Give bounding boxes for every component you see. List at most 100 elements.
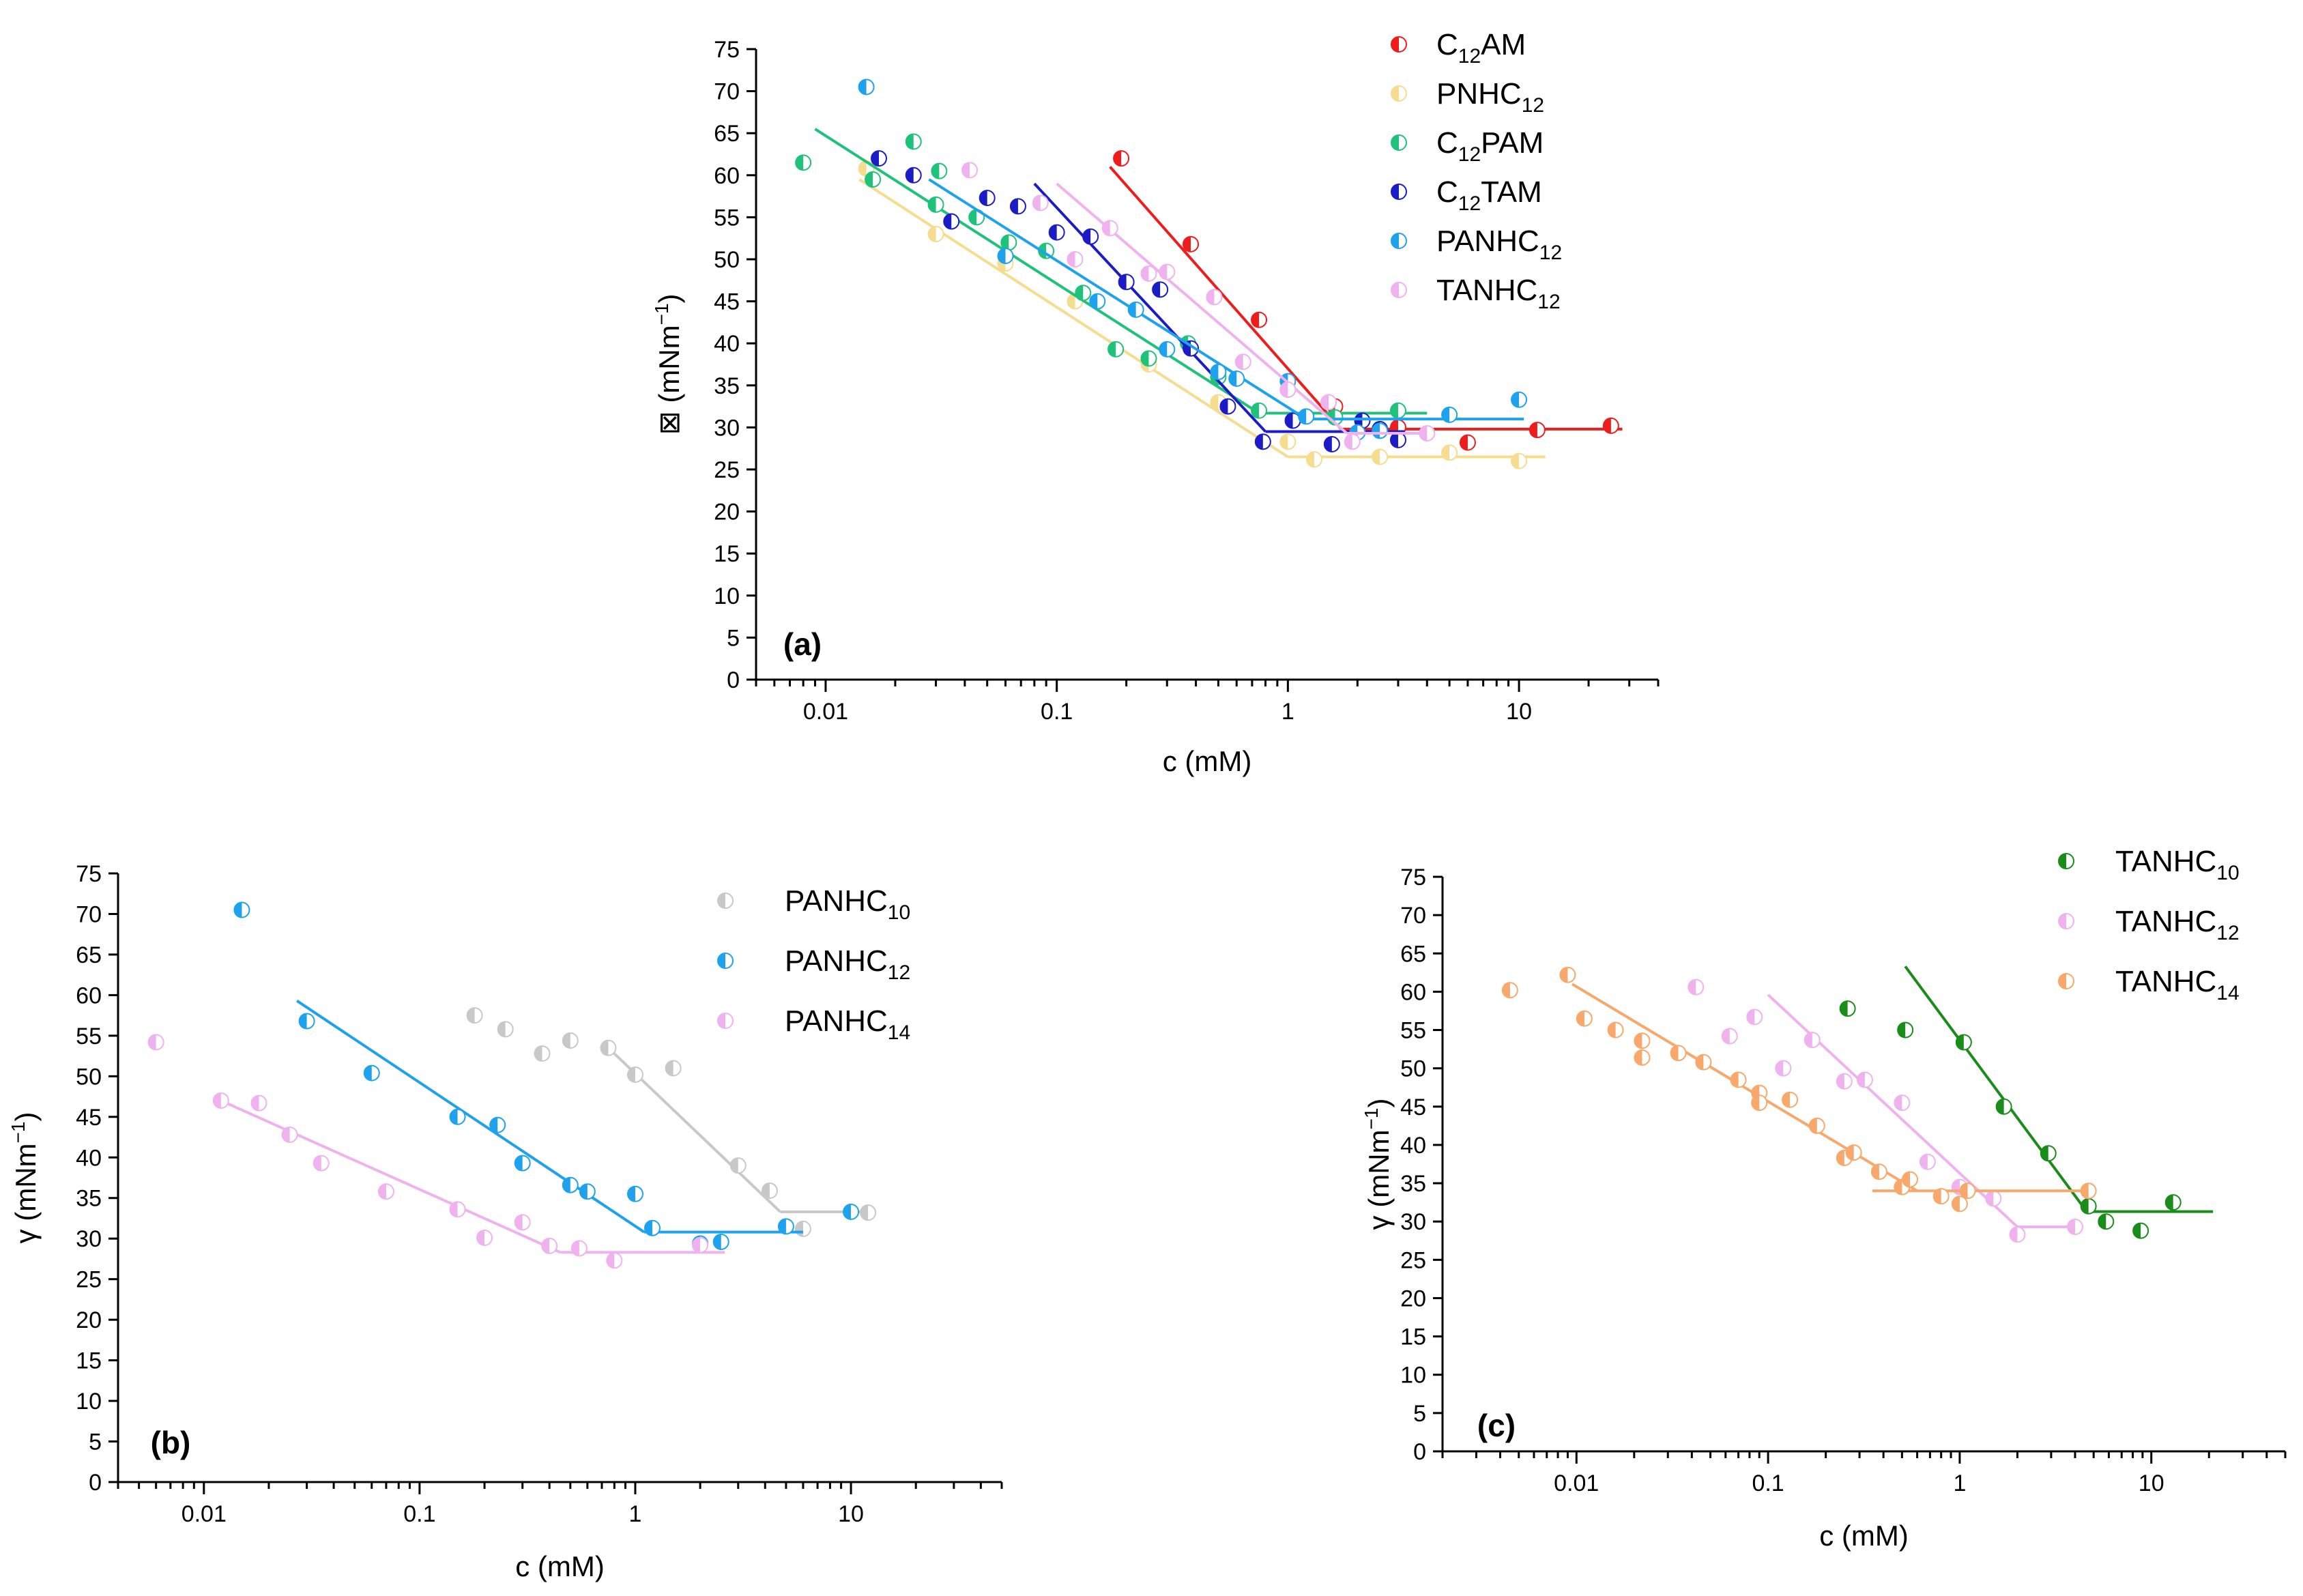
y-tick-label: 60 [714,163,740,189]
data-point [1576,1010,1593,1027]
marker-half [730,1158,738,1174]
marker-half [860,1205,869,1221]
y-tick-label: 75 [76,861,102,887]
data-point [1419,425,1436,442]
marker-half [928,227,936,242]
panel-label: (a) [783,626,822,662]
data-point [514,1155,531,1172]
legend-marker-half [2059,974,2066,989]
data-point [665,1060,682,1077]
data-point [1107,340,1125,358]
data-point [1901,1171,1918,1188]
data-point [2066,1219,2083,1236]
data-point [1323,436,1340,453]
data-point [1159,340,1176,358]
data-point [943,213,960,230]
legend-marker-half [718,1013,725,1028]
data-point [927,196,944,213]
marker-half [1390,432,1398,448]
y-tick-label: 50 [1400,1056,1426,1082]
data-point [905,133,922,150]
fit-line [814,128,1260,415]
legend-marker-half [2059,914,2066,929]
marker-half [1372,449,1380,465]
data-point [562,1032,579,1049]
data-point [1670,1045,1687,1062]
legend-label: TANHC14 [2115,965,2240,1004]
data-point [1234,353,1251,371]
data-point [1140,265,1157,282]
marker-half [534,1046,542,1062]
data-point [1634,1032,1651,1049]
data-point [794,1220,811,1237]
marker-half [1159,264,1168,280]
marker-half [693,1237,701,1253]
legend-label: PANHC14 [785,1004,910,1044]
marker-half [1001,235,1009,250]
data-point [1372,422,1389,439]
marker-half [1560,967,1568,983]
marker-half [1220,398,1228,414]
data-point [1048,224,1065,241]
y-tick-label: 15 [76,1348,102,1374]
marker-half [858,160,867,176]
data-point [2040,1145,2057,1162]
legend-label: TANHC12 [2115,905,2240,944]
legend-entry: PANHC14 [717,1004,910,1044]
y-tick-label: 60 [76,983,102,1009]
data-point [1067,251,1084,267]
marker-half [1782,1092,1791,1107]
marker-half [1083,229,1091,244]
y-tick-label: 50 [76,1064,102,1090]
y-tick-label: 65 [714,121,740,147]
y-tick-label: 55 [76,1024,102,1049]
data-point [1559,966,1576,983]
marker-half [1902,1172,1910,1187]
data-point [562,1176,579,1193]
data-point [871,150,888,167]
y-tick-label: 35 [76,1186,102,1212]
y-tick-label: 20 [714,499,740,525]
marker-half [931,163,940,179]
data-point [1870,1163,1887,1180]
y-tick-label: 5 [89,1430,102,1455]
y-tick-label: 15 [714,541,740,567]
legend-marker-half [1391,86,1399,101]
marker-half [1285,413,1293,429]
data-point [2009,1226,2026,1243]
marker-half [1511,453,1520,469]
data-point [2132,1222,2149,1239]
y-tick-label: 40 [714,331,740,357]
data-point [1634,1049,1651,1066]
marker-half [1010,199,1018,214]
marker-half [562,1033,570,1049]
data-point [643,1219,661,1236]
data-point [761,1183,778,1200]
data-point [1284,412,1301,429]
data-point [626,1066,643,1083]
marker-half [1670,1045,1679,1061]
marker-half [1128,302,1136,317]
marker-half [1804,1032,1812,1048]
marker-half [1722,1028,1730,1044]
marker-half [1141,265,1149,281]
legend-label: PANHC10 [785,884,910,924]
marker-half [148,1034,156,1050]
y-tick-label: 30 [1400,1209,1426,1235]
series-tanhc10 [1839,966,2214,1239]
data-point [1206,289,1223,306]
marker-half [962,162,970,178]
marker-half [1211,364,1219,380]
data-point [489,1116,506,1133]
data-point [1089,293,1106,310]
data-point [1140,350,1157,367]
marker-half [251,1095,259,1111]
marker-half [1894,1095,1902,1111]
marker-half [607,1253,615,1268]
marker-half [665,1060,673,1076]
data-point [1995,1098,2012,1115]
marker-half [1118,274,1127,290]
marker-half [906,134,914,149]
data-point [250,1094,267,1112]
marker-half [1809,1118,1817,1133]
